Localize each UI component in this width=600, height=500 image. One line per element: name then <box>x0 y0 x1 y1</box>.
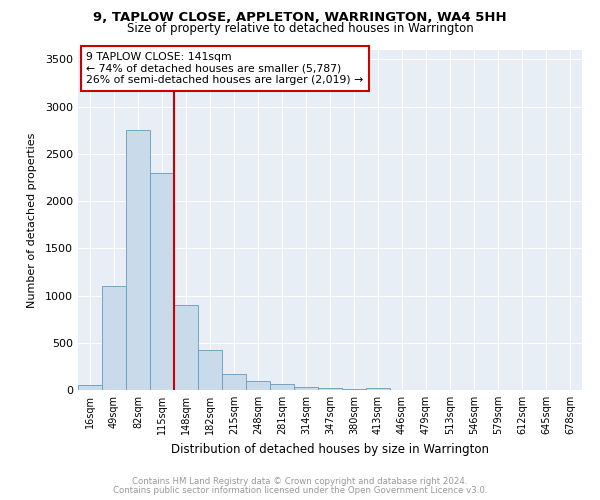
Text: Contains public sector information licensed under the Open Government Licence v3: Contains public sector information licen… <box>113 486 487 495</box>
Bar <box>366 388 390 390</box>
Bar <box>150 173 174 390</box>
Bar <box>342 389 366 390</box>
Bar <box>78 386 102 390</box>
Bar <box>222 374 246 390</box>
Text: 9 TAPLOW CLOSE: 141sqm
← 74% of detached houses are smaller (5,787)
26% of semi-: 9 TAPLOW CLOSE: 141sqm ← 74% of detached… <box>86 52 364 85</box>
Bar <box>270 384 294 390</box>
Bar <box>126 130 150 390</box>
Text: 9, TAPLOW CLOSE, APPLETON, WARRINGTON, WA4 5HH: 9, TAPLOW CLOSE, APPLETON, WARRINGTON, W… <box>93 11 507 24</box>
Bar <box>198 350 222 390</box>
Bar <box>174 305 198 390</box>
Bar <box>246 380 270 390</box>
X-axis label: Distribution of detached houses by size in Warrington: Distribution of detached houses by size … <box>171 442 489 456</box>
Text: Size of property relative to detached houses in Warrington: Size of property relative to detached ho… <box>127 22 473 35</box>
Bar <box>102 286 126 390</box>
Y-axis label: Number of detached properties: Number of detached properties <box>26 132 37 308</box>
Bar <box>318 388 342 390</box>
Bar <box>294 386 318 390</box>
Text: Contains HM Land Registry data © Crown copyright and database right 2024.: Contains HM Land Registry data © Crown c… <box>132 477 468 486</box>
